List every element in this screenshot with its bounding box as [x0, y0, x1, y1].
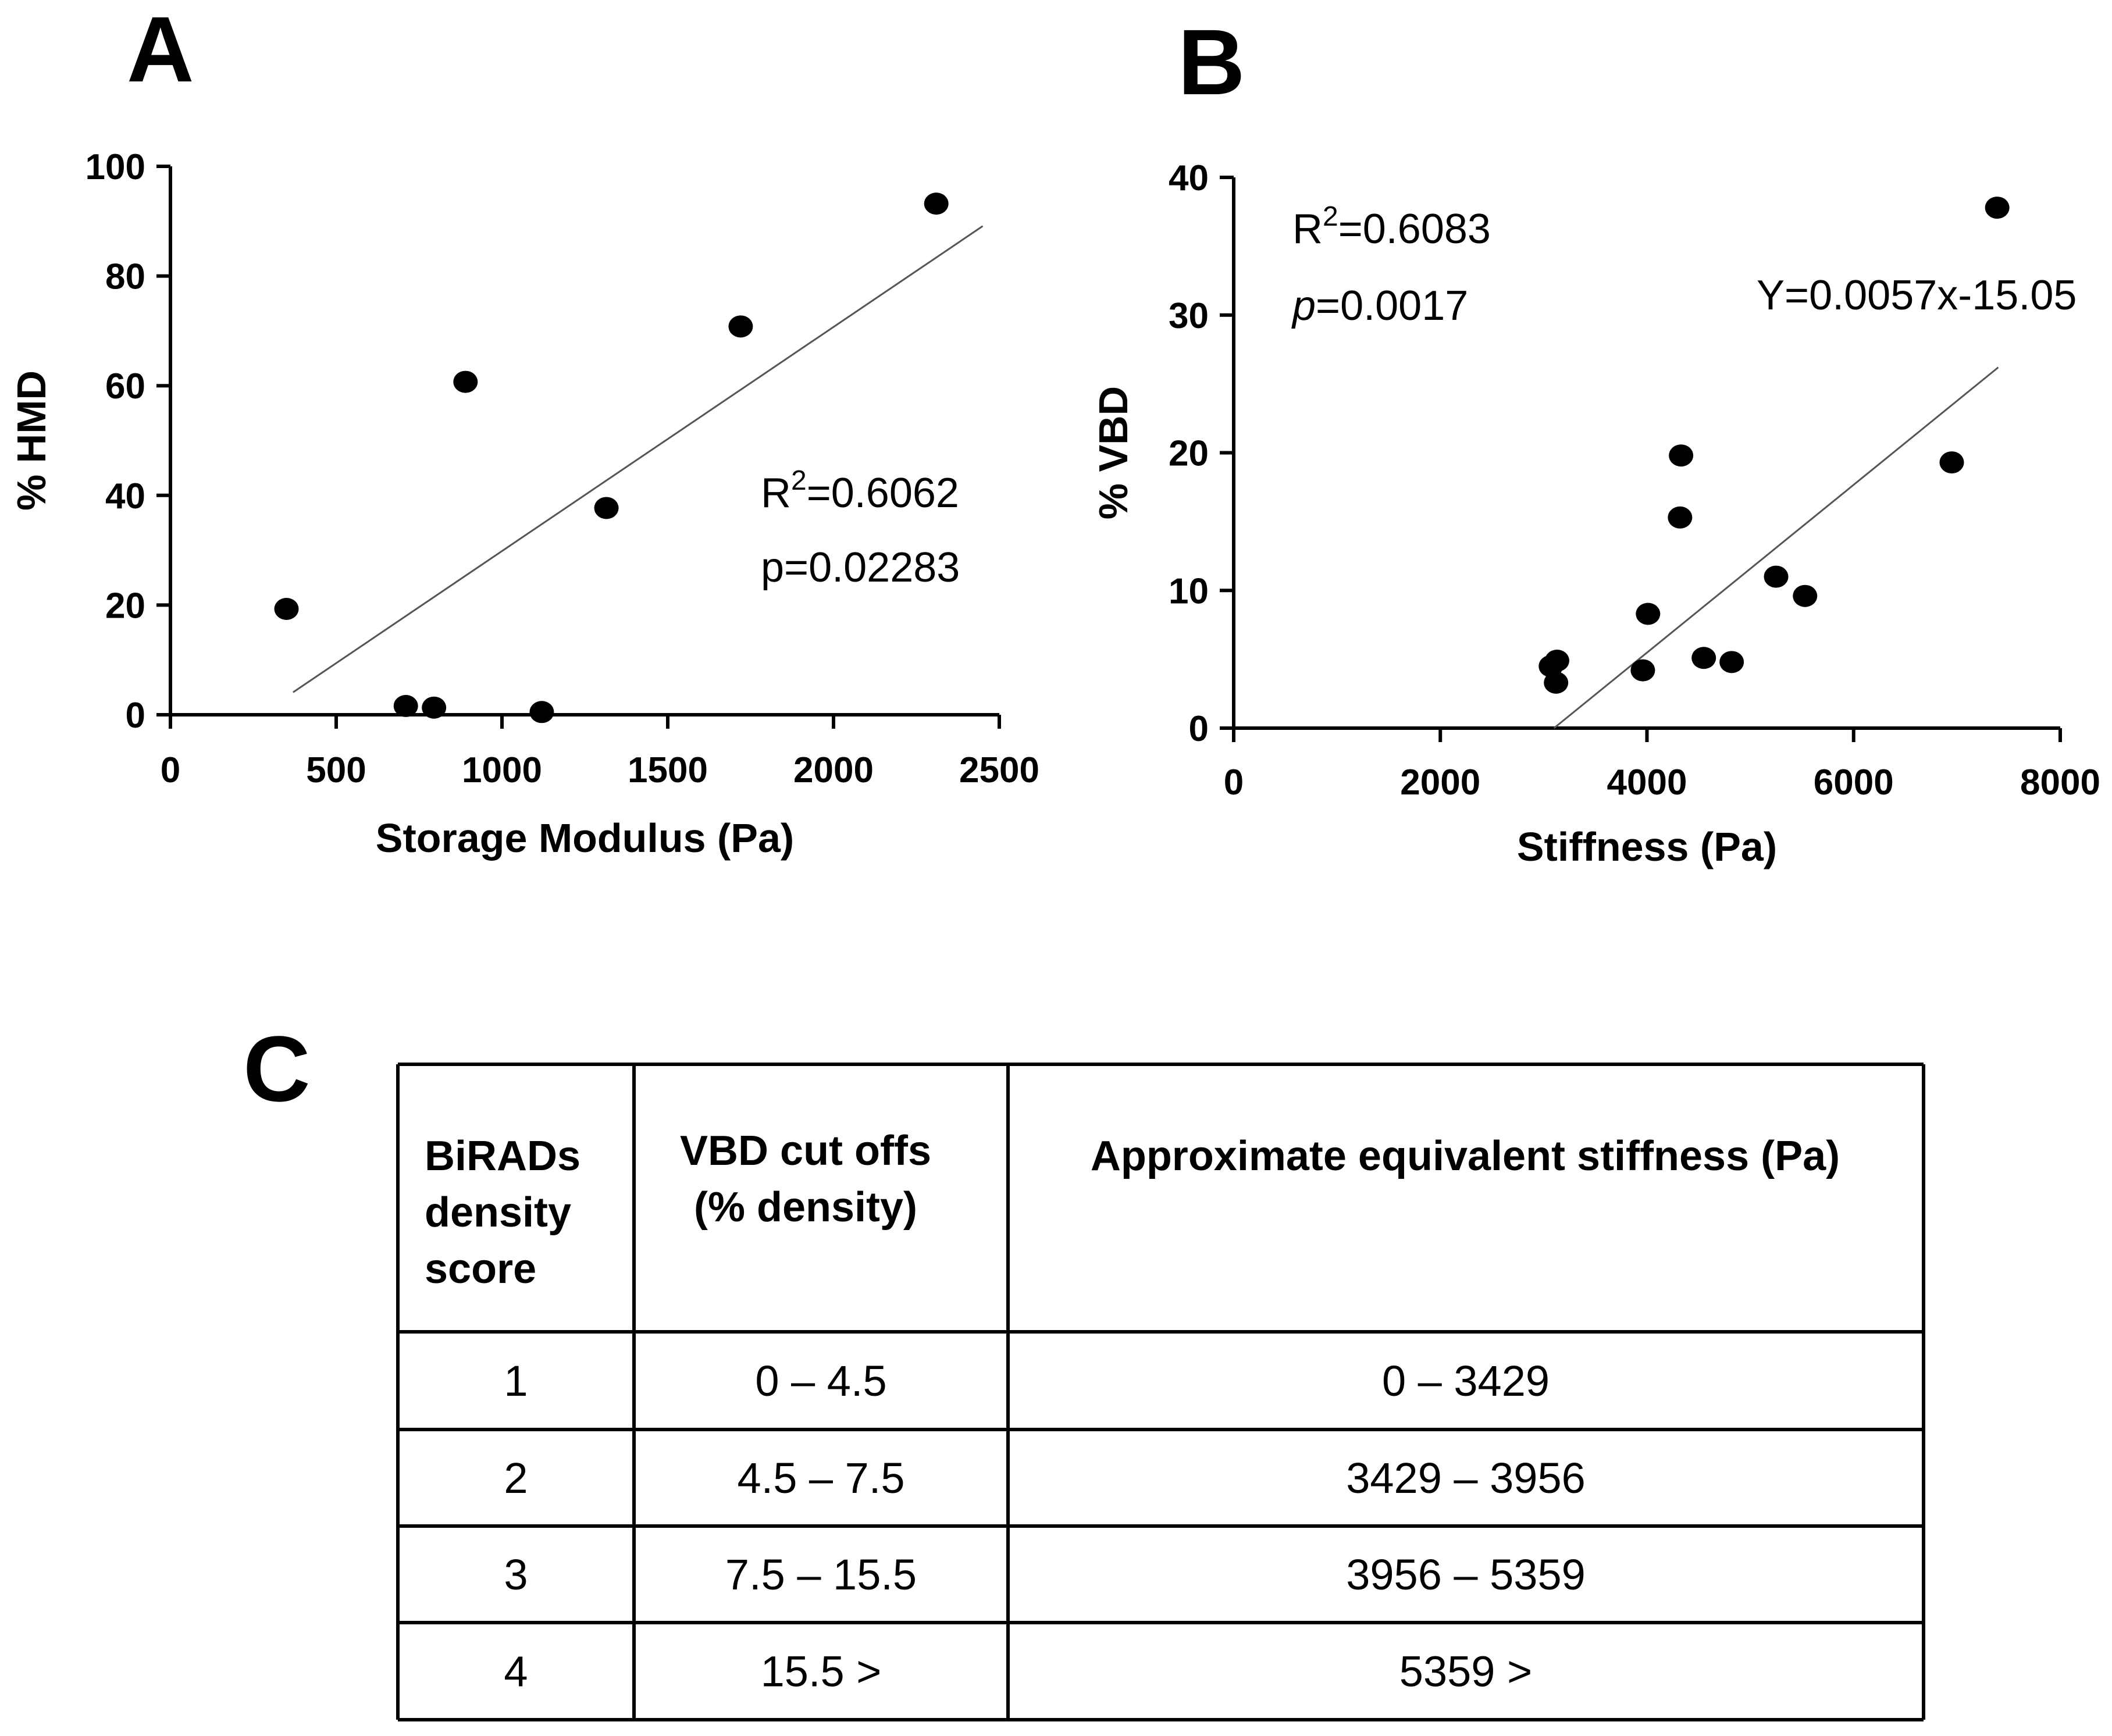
chart-a-y-label: % HMD	[9, 370, 54, 511]
chart-a-data-point	[393, 694, 418, 717]
panel-label-b: B	[1178, 10, 1245, 114]
chart-a-p-annotation: p=0.02283	[761, 544, 960, 591]
chart-a-data-point	[529, 701, 554, 723]
chart-b-x-tick-label: 6000	[1814, 762, 1894, 803]
chart-b-y-tick-label: 30	[1169, 296, 1209, 336]
table-cell: 0 – 4.5	[755, 1357, 886, 1405]
chart-b-data-point	[1764, 565, 1789, 588]
chart-b-y-tick-label: 40	[1169, 158, 1209, 198]
chart-a-y-tick-label: 100	[86, 147, 145, 187]
table-c-grid	[396, 1063, 1925, 1721]
chart-b-x-tick-label: 8000	[2020, 762, 2100, 803]
panel-label-c: C	[243, 1017, 311, 1121]
chart-a-data-point	[594, 497, 619, 519]
table-cell: 0 – 3429	[1382, 1357, 1550, 1405]
chart-a-x-tick-label: 0	[161, 750, 180, 790]
chart-a-data-point	[422, 696, 447, 719]
table-cell: 4	[504, 1648, 528, 1696]
chart-b-x-tick-label: 4000	[1607, 762, 1687, 803]
chart-a-y-tick-label: 0	[126, 696, 145, 736]
chart-b-data-point	[1668, 506, 1693, 529]
chart-a-x-tick-label: 2500	[959, 750, 1039, 790]
chart-b: B 0 10 20 30 40 0 2000 4000 6000 8000 Stiffness …	[1091, 10, 2100, 869]
chart-b-data-point	[1793, 584, 1818, 607]
chart-b-data-point	[1669, 444, 1694, 467]
chart-b-y-ticks: 0 10 20 30 40	[1169, 158, 1234, 749]
chart-b-data-point	[1544, 649, 1569, 672]
chart-b-data-point	[1630, 659, 1655, 682]
table-cell: 3429 – 3956	[1346, 1454, 1586, 1502]
table-header-cell: VBD cut offs (% density)	[680, 1128, 931, 1231]
chart-b-fit-line	[1553, 366, 1999, 729]
table-cell: 1	[504, 1357, 528, 1405]
panel-label-a: A	[127, 0, 194, 101]
chart-b-data-point	[1719, 651, 1744, 673]
table-c: C BiRADs density score VBD cut offs (% densi…	[243, 1017, 1925, 1721]
chart-b-x-tick-label: 0	[1224, 762, 1244, 803]
chart-a: A 0 20 40 60 80 100 0 500 1000 1500 2000 2500 Stor…	[9, 0, 1039, 861]
chart-a-data-point	[453, 370, 478, 393]
chart-a-y-tick-label: 60	[105, 366, 145, 407]
table-cell: 15.5 >	[761, 1648, 882, 1696]
chart-a-y-tick-label: 40	[105, 476, 145, 516]
chart-a-data-point	[924, 193, 949, 215]
chart-b-data-point	[1691, 647, 1716, 669]
chart-b-data-point	[1544, 671, 1569, 694]
chart-b-y-tick-label: 10	[1169, 571, 1209, 611]
chart-b-points	[1538, 197, 2010, 694]
chart-a-data-point	[274, 598, 299, 621]
table-header-cell: Approximate equivalent stiffness (Pa)	[1091, 1133, 1840, 1179]
chart-a-r2-annotation: R2=0.6062	[761, 465, 959, 516]
chart-b-y-label: % VBD	[1091, 386, 1136, 519]
table-cell: 7.5 – 15.5	[725, 1550, 917, 1599]
table-cell: 3	[504, 1550, 528, 1599]
chart-a-x-tick-label: 2000	[793, 750, 874, 790]
chart-a-x-tick-label: 1000	[462, 750, 542, 790]
chart-b-r2-annotation: R2=0.6083	[1292, 201, 1491, 252]
chart-b-x-label: Stiffness (Pa)	[1517, 824, 1777, 869]
chart-b-data-point	[1985, 197, 2010, 219]
chart-a-x-ticks: 0 500 1000 1500 2000 2500	[161, 715, 1039, 790]
chart-a-fit-line	[293, 225, 984, 693]
chart-a-x-tick-label: 500	[306, 750, 366, 790]
table-cell: 3956 – 5359	[1346, 1550, 1586, 1599]
chart-a-x-tick-label: 1500	[628, 750, 708, 790]
chart-b-data-point	[1636, 603, 1661, 625]
chart-b-equation: Y=0.0057x-15.05	[1757, 272, 2077, 319]
chart-a-data-point	[728, 315, 753, 338]
chart-b-x-tick-label: 2000	[1400, 762, 1480, 803]
chart-b-data-point	[1939, 451, 1964, 474]
chart-a-y-ticks: 0 20 40 60 80 100	[86, 147, 170, 736]
chart-b-x-ticks: 0 2000 4000 6000 8000	[1224, 728, 2100, 803]
table-cell: 5359 >	[1399, 1648, 1532, 1696]
chart-a-points	[274, 193, 949, 723]
table-cell: 2	[504, 1454, 528, 1502]
chart-b-p-annotation: p=0.0017	[1291, 283, 1468, 329]
chart-b-y-tick-label: 20	[1169, 434, 1209, 474]
chart-b-y-tick-label: 0	[1189, 709, 1209, 749]
table-header-cell: BiRADs density score	[425, 1133, 580, 1292]
table-cell: 4.5 – 7.5	[737, 1454, 904, 1502]
chart-a-y-tick-label: 20	[105, 586, 145, 626]
chart-a-y-tick-label: 80	[105, 257, 145, 297]
table-c-cells: BiRADs density score VBD cut offs (% density…	[425, 1128, 1840, 1696]
chart-a-x-label: Storage Modulus (Pa)	[376, 815, 794, 861]
